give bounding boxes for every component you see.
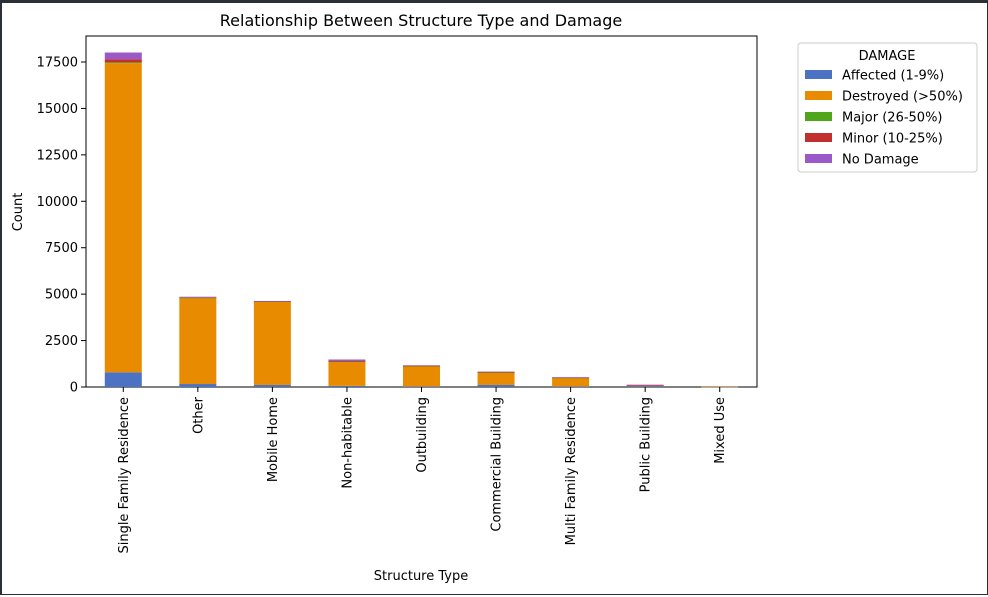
y-tick-label: 10000 xyxy=(37,195,78,210)
x-tick-label: Mobile Home xyxy=(266,397,281,482)
x-tick-label: Other xyxy=(191,396,206,434)
bar-segment xyxy=(403,365,440,367)
y-axis: 0 2500 5000 7500 10000 12500 15000 17500 xyxy=(37,56,86,396)
bar-segment xyxy=(179,298,217,385)
bar-segment xyxy=(403,365,440,366)
chart-title: Relationship Between Structure Type and … xyxy=(220,11,622,30)
bar-segment xyxy=(104,63,142,373)
bars-group xyxy=(104,52,739,388)
legend-swatch xyxy=(805,112,832,121)
legend-label: Destroyed (>50%) xyxy=(842,90,963,105)
legend-box xyxy=(797,42,978,173)
legend-title: DAMAGE xyxy=(859,49,916,64)
x-tick-label: Public Building xyxy=(639,397,654,492)
bar-segment xyxy=(626,386,664,388)
bar-segment xyxy=(179,297,217,298)
legend-swatch xyxy=(805,154,832,163)
legend-swatch xyxy=(805,91,832,100)
y-tick-label: 5000 xyxy=(45,288,78,303)
legend-label: No Damage xyxy=(842,153,919,168)
bar-segment xyxy=(179,296,217,298)
x-axis: Single Family Residence Other Mobile Home N… xyxy=(117,387,728,554)
bar-segment xyxy=(403,366,440,387)
bar-segment xyxy=(552,377,590,387)
legend-swatch xyxy=(805,133,832,142)
x-axis-label: Structure Type xyxy=(374,569,468,584)
y-axis-label: Count xyxy=(11,193,26,232)
y-tick-label: 2500 xyxy=(45,334,78,349)
bar-segment xyxy=(477,372,515,385)
bar-segment xyxy=(104,59,142,63)
x-tick-label: Multi Family Residence xyxy=(564,397,579,545)
bar-segment xyxy=(626,385,664,387)
legend-swatch xyxy=(805,70,832,79)
x-tick-label: Single Family Residence xyxy=(117,397,132,554)
bar-segment xyxy=(104,372,142,387)
bar-segment xyxy=(328,361,366,362)
bar-segment xyxy=(104,62,142,64)
y-tick-label: 17500 xyxy=(37,56,78,71)
bar-segment xyxy=(477,371,515,373)
legend-label: Affected (1-9%) xyxy=(842,69,944,84)
bar-segment xyxy=(253,301,291,385)
bar-segment xyxy=(253,384,291,387)
bar-segment xyxy=(179,297,217,299)
bar-segment xyxy=(477,384,515,387)
y-tick-label: 7500 xyxy=(45,241,78,256)
bar-segment xyxy=(104,52,142,60)
bar-segment xyxy=(328,359,366,361)
x-tick-label: Commercial Building xyxy=(490,397,505,532)
y-tick-label: 15000 xyxy=(37,102,78,117)
bar-segment xyxy=(477,371,515,373)
y-tick-label: 0 xyxy=(70,381,78,396)
stacked-bar-chart: Relationship Between Structure Type and … xyxy=(11,11,978,584)
x-tick-label: Non-habitable xyxy=(340,397,355,489)
y-tick-label: 12500 xyxy=(37,148,78,163)
bar-segment xyxy=(626,385,664,387)
x-tick-label: Outbuilding xyxy=(415,397,430,473)
bar-segment xyxy=(701,386,739,387)
bar-segment xyxy=(552,377,590,378)
legend: DAMAGE Affected (1-9%) Destroyed (>50%) Ma… xyxy=(797,42,978,173)
bar-segment xyxy=(328,361,366,386)
bar-segment xyxy=(253,301,291,302)
bar-segment xyxy=(328,361,366,362)
bar-segment xyxy=(552,386,590,388)
legend-label: Minor (10-25%) xyxy=(842,132,943,147)
bar-segment xyxy=(403,386,440,388)
bar-segment xyxy=(328,385,366,387)
bar-segment xyxy=(179,384,217,387)
bar-segment xyxy=(626,384,664,386)
legend-label: Major (26-50%) xyxy=(842,111,943,126)
x-tick-label: Mixed Use xyxy=(713,397,728,464)
